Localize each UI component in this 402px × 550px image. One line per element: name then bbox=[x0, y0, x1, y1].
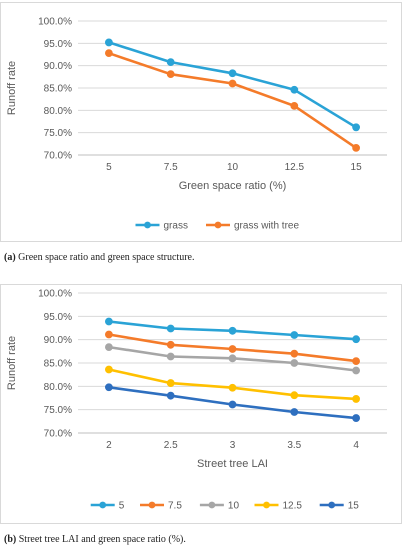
chart-b-series-1-point bbox=[228, 345, 237, 353]
chart-b-series-2-point bbox=[228, 354, 237, 363]
chart-a-legend-label-1: grass with tree bbox=[234, 221, 299, 232]
chart-b-legend-label-0: 5 bbox=[119, 501, 125, 512]
chart-b-series-0-point bbox=[352, 335, 361, 344]
caption-b-text: Street tree LAI and green space ratio (%… bbox=[16, 534, 186, 545]
chart-a-x-tick-label: 5 bbox=[106, 162, 112, 173]
caption-a-text: Green space ratio and green space struct… bbox=[15, 252, 195, 263]
chart-b-series-4-point bbox=[105, 383, 113, 392]
chart-b-series-0-point bbox=[105, 317, 113, 326]
chart-b-y-tick-label: 80.0% bbox=[44, 382, 72, 393]
chart-panel-a: 70.0% 75.0% 80.0% 85.0% 90.0% 95.0% 100.0% 5 7.5… bbox=[0, 2, 402, 242]
chart-b-series-4-point bbox=[166, 391, 175, 400]
chart-b-x-tick-label: 2.5 bbox=[164, 440, 178, 451]
chart-a-y-tick-label: 90.0% bbox=[44, 61, 72, 72]
chart-b-x-tick-label: 2 bbox=[106, 440, 112, 451]
chart-a-series-0-point bbox=[228, 69, 237, 78]
caption-a-tag: (a) bbox=[4, 252, 16, 263]
chart-a-series-1-point bbox=[290, 101, 299, 110]
chart-b-series-2-point bbox=[290, 359, 299, 367]
chart-b-series-2-point bbox=[352, 366, 361, 375]
chart-b-y-tick-label: 100.0% bbox=[38, 289, 72, 300]
chart-b-series-3-point bbox=[228, 383, 237, 392]
caption-a: (a) Green space ratio and green space st… bbox=[4, 252, 194, 263]
chart-panel-b: 70.0% 75.0% 80.0% 85.0% 90.0% 95.0% 100.0% 2 2.5… bbox=[0, 284, 402, 524]
chart-a-x-tick-label: 15 bbox=[351, 162, 363, 173]
chart-b-legend-label-2: 10 bbox=[228, 501, 240, 512]
chart-a-y-tick-label: 80.0% bbox=[44, 106, 72, 117]
chart-a-series-0-point bbox=[105, 38, 113, 47]
chart-b-series-4-point bbox=[228, 400, 237, 409]
chart-a-series-1-point bbox=[352, 143, 361, 152]
chart-a-legend-marker-1 bbox=[214, 221, 222, 229]
chart-a-legend-label-0: grass bbox=[164, 221, 188, 232]
chart-b-series-1-point bbox=[290, 349, 299, 358]
chart-b-series-3-point bbox=[105, 365, 113, 374]
chart-b-series-1-point bbox=[166, 340, 175, 349]
chart-b-svg: 70.0% 75.0% 80.0% 85.0% 90.0% 95.0% 100.0% 2 2.5… bbox=[6, 289, 387, 512]
chart-b-series-2-point bbox=[166, 352, 175, 361]
chart-a-series-0-point bbox=[166, 58, 175, 66]
chart-b-x-tick-label: 3 bbox=[230, 440, 236, 451]
chart-b-series-3-point bbox=[352, 395, 361, 403]
chart-a-y-tick-label: 75.0% bbox=[44, 128, 72, 139]
chart-a-y-axis-title: Runoff rate bbox=[6, 61, 18, 115]
chart-a-series-0-point bbox=[352, 123, 361, 132]
chart-a-x-tick-label: 7.5 bbox=[164, 162, 178, 173]
chart-b-legend-marker-1 bbox=[148, 501, 156, 509]
chart-a-y-tick-label: 70.0% bbox=[44, 151, 72, 162]
chart-b-y-axis-title: Runoff rate bbox=[6, 336, 18, 390]
chart-b-legend-label-3: 12.5 bbox=[283, 501, 303, 512]
chart-b-series-1-point bbox=[352, 357, 361, 366]
chart-b-x-axis-title: Street tree LAI bbox=[197, 458, 268, 470]
chart-a-y-tick-label: 95.0% bbox=[44, 39, 72, 50]
chart-b-series-4-point bbox=[290, 408, 299, 416]
chart-b-series-4-point bbox=[352, 414, 361, 422]
chart-b-legend-marker-2 bbox=[208, 501, 216, 509]
chart-a-series-1-point bbox=[105, 49, 113, 58]
chart-b-x-tick-label: 4 bbox=[353, 440, 359, 451]
chart-b-series-0-point bbox=[290, 331, 299, 339]
chart-a-series-1-point bbox=[228, 79, 237, 88]
chart-b-y-tick-label: 75.0% bbox=[44, 405, 72, 416]
chart-b-x-tick-label: 3.5 bbox=[287, 440, 301, 451]
chart-b-y-tick-label: 85.0% bbox=[44, 359, 72, 370]
chart-b-legend-marker-3 bbox=[263, 501, 270, 509]
chart-b-legend-label-1: 7.5 bbox=[168, 501, 182, 512]
chart-a-svg: 70.0% 75.0% 80.0% 85.0% 90.0% 95.0% 100.0% 5 7.5… bbox=[6, 17, 387, 232]
chart-b-y-tick-label: 90.0% bbox=[44, 335, 72, 346]
caption-b-tag: (b) bbox=[4, 534, 17, 545]
chart-b-series-3-point bbox=[166, 379, 175, 387]
chart-b-y-tick-label: 95.0% bbox=[44, 312, 72, 323]
chart-b-legend-marker-4 bbox=[328, 501, 336, 509]
caption-b: (b) Street tree LAI and green space rati… bbox=[4, 534, 186, 545]
chart-b-series-2-point bbox=[105, 343, 113, 352]
chart-a-y-tick-label: 85.0% bbox=[44, 84, 72, 95]
chart-a-series-1-point bbox=[166, 70, 175, 79]
chart-b-series-1-point bbox=[105, 330, 113, 339]
chart-b-series-0-point bbox=[228, 326, 237, 335]
chart-a-x-tick-label: 10 bbox=[227, 162, 239, 173]
chart-b-series-0-point bbox=[166, 324, 175, 333]
chart-b-series-3-point bbox=[290, 391, 299, 400]
chart-b-legend-marker-0 bbox=[99, 501, 107, 509]
chart-a-series-0-point bbox=[290, 85, 299, 94]
chart-a-series-line-1 bbox=[108, 51, 357, 149]
chart-a-x-tick-label: 12.5 bbox=[285, 162, 305, 173]
chart-a-legend-marker-0 bbox=[144, 221, 151, 229]
chart-b-legend-label-4: 15 bbox=[348, 501, 360, 512]
chart-b-y-tick-label: 70.0% bbox=[44, 429, 72, 440]
chart-a-x-axis-title: Green space ratio (%) bbox=[179, 180, 287, 192]
chart-a-y-tick-label: 100.0% bbox=[38, 17, 72, 28]
